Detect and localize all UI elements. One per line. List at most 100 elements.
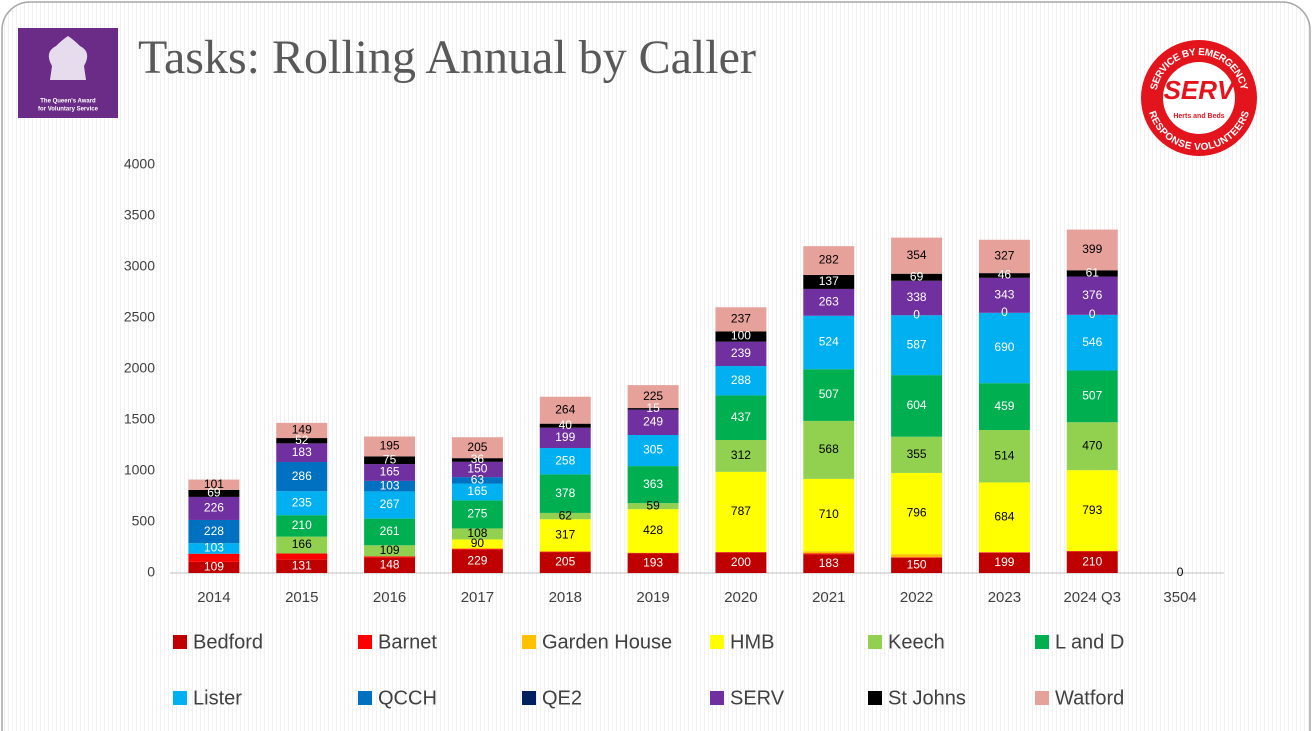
data-label: 317 [555,528,575,542]
bar-segment [803,315,855,370]
data-label: 437 [731,410,751,424]
bar-segment [978,429,1030,483]
bar-segment [188,543,240,554]
legend-swatch [1035,635,1049,649]
bar-segment [627,408,679,410]
data-label: 61 [1086,266,1100,280]
bar-segment [803,478,855,552]
x-tick-label: 3504 [1163,589,1196,606]
data-label: 399 [1082,242,1102,256]
bar-segment [364,518,416,546]
data-label: 229 [467,553,487,567]
data-label: 507 [819,387,839,401]
bar-segment [978,552,1030,553]
bar-segment [627,466,679,504]
legend-swatch [868,691,882,705]
bar-segment [803,554,855,573]
data-label: 587 [907,337,927,351]
bar-segment [803,420,855,479]
data-label: 69 [910,269,924,283]
bar-segment [364,557,416,573]
data-label: 261 [380,524,400,538]
y-tick-label: 500 [132,513,156,529]
serv-center: SERV [1164,75,1237,105]
data-label: 239 [731,346,751,360]
bar-segment [627,409,679,435]
bar-segment [1066,422,1118,471]
data-label: 69 [207,486,221,500]
bar-segment [451,549,503,573]
bar-segment [451,461,503,478]
bar-segment [188,489,240,497]
legend-swatch [358,691,372,705]
bar-segment [627,553,679,573]
bar-segment [715,552,767,553]
bar-segment [715,331,767,342]
bar-segment [715,307,767,332]
bar-segment [715,471,767,553]
data-label: 264 [555,402,575,416]
bar-segment [451,483,503,501]
data-label: 363 [643,477,663,491]
bar-segment [364,491,416,519]
legend-swatch [358,635,372,649]
data-label: 258 [555,453,575,467]
data-label: 62 [559,508,573,522]
y-tick-label: 1000 [124,462,155,478]
bar-segment [364,480,416,492]
y-tick-label: 0 [147,564,155,580]
data-label: 327 [994,249,1014,263]
x-tick-label: 2023 [988,589,1021,606]
bar-segment [978,273,1030,278]
bar-segment [451,539,503,549]
bar-segment [978,239,1030,274]
data-label: 288 [731,373,751,387]
data-label: 0 [913,307,920,321]
serv-inner [1163,62,1235,134]
bar-segment [364,456,416,465]
data-label: 40 [559,418,573,432]
bar-segment [188,479,240,490]
bar-segment [539,448,591,475]
bar-segment [364,436,416,457]
bar-segment [978,312,1030,384]
legend-swatch [1035,691,1049,705]
y-tick-label: 3500 [124,207,155,223]
x-tick-label: 2017 [461,589,494,606]
bar-segment [188,553,240,562]
data-label: 103 [204,541,224,555]
bar-segment [627,552,679,554]
award-logo: The Queen's Award for Voluntary Service [18,28,118,118]
legend-swatch [868,635,882,649]
bar-segment [978,383,1030,430]
data-label: 226 [204,501,224,515]
data-label: 205 [555,555,575,569]
bar-segment [451,458,503,462]
data-label: 52 [295,433,309,447]
data-label: 0 [1177,565,1184,579]
data-label: 355 [907,447,927,461]
data-label: 507 [1082,389,1102,403]
data-label: 183 [292,445,312,459]
bar-segment [1066,470,1118,552]
bar-segment [891,375,943,437]
legend-label: Bedford [193,631,263,653]
bar-segment [891,557,943,558]
data-label: 137 [819,274,839,288]
data-label: 59 [646,498,660,512]
x-tick-label: 2024 Q3 [1063,589,1121,606]
bar-segment [1066,270,1118,277]
x-tick-label: 2020 [724,589,757,606]
y-tick-label: 3000 [124,258,155,274]
data-label: 275 [467,507,487,521]
x-tick-label: 2021 [812,589,845,606]
data-label: 514 [994,448,1014,462]
bar-segment [276,491,328,516]
data-label: 210 [292,518,312,532]
bar-segment [539,423,591,428]
data-label: 36 [471,452,485,466]
x-tick-label: 2014 [197,589,230,606]
data-label: 235 [292,495,312,509]
legend-label: HMB [730,631,774,653]
